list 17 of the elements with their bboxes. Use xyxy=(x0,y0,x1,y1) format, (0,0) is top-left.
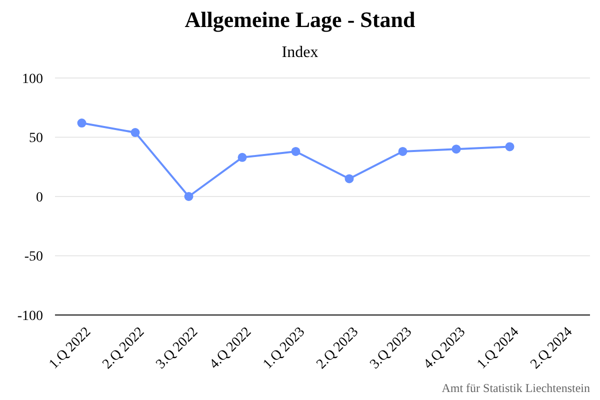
text: Amt für Statistik Liechtenstein xyxy=(442,381,590,395)
point xyxy=(130,128,140,138)
point xyxy=(291,146,300,156)
chart-title: Allgemeine Lage - Stand xyxy=(184,7,416,32)
point xyxy=(344,174,354,184)
y-tick-label: -100 xyxy=(17,308,43,324)
point xyxy=(184,192,194,201)
point xyxy=(398,146,408,156)
chart-subtitle: Index xyxy=(282,44,318,61)
y-tick-label: -50 xyxy=(24,250,43,265)
point xyxy=(505,142,514,152)
point xyxy=(238,152,247,162)
point xyxy=(77,118,86,128)
y-tick-label: 100 xyxy=(22,72,43,87)
point xyxy=(452,144,461,154)
y-tick-label: 50 xyxy=(29,131,43,146)
y-tick-label: 0 xyxy=(36,190,43,206)
